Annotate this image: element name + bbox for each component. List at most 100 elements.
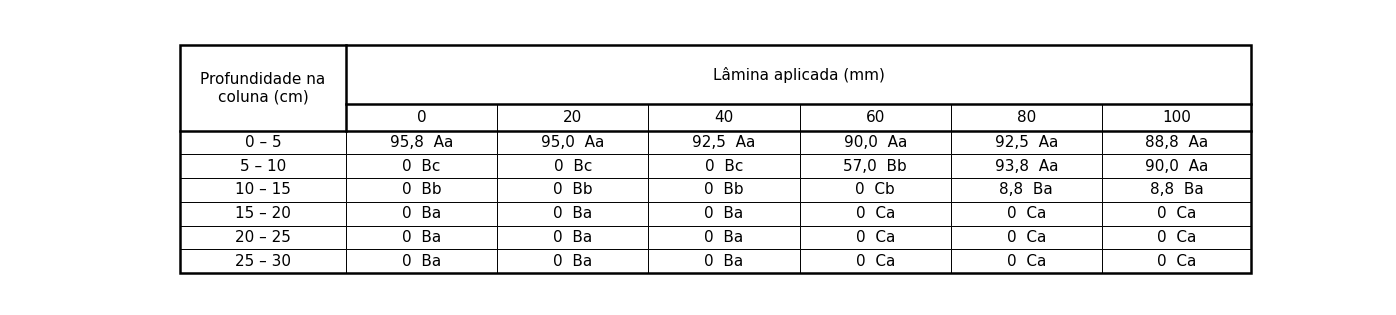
Text: 0  Ca: 0 Ca (856, 230, 895, 245)
Bar (180, 131, 346, 154)
Bar (180, 226, 346, 249)
Text: 95,8  Aa: 95,8 Aa (389, 135, 454, 150)
Bar (648, 202, 800, 226)
Bar (951, 202, 1101, 226)
Text: 0: 0 (417, 110, 427, 125)
Bar (951, 226, 1101, 249)
Text: 20 – 25: 20 – 25 (235, 230, 290, 245)
Bar (648, 226, 800, 249)
Text: 0  Cb: 0 Cb (856, 182, 895, 198)
Text: 88,8  Aa: 88,8 Aa (1145, 135, 1208, 150)
Bar (346, 45, 1251, 104)
Text: 92,5  Aa: 92,5 Aa (995, 135, 1058, 150)
Bar (180, 249, 346, 273)
Bar (648, 104, 800, 131)
Bar (497, 249, 648, 273)
Text: 0  Bb: 0 Bb (402, 182, 441, 198)
Text: 60: 60 (866, 110, 885, 125)
Bar (497, 202, 648, 226)
Bar (1101, 154, 1251, 178)
Bar (1101, 104, 1251, 131)
Text: 0  Ba: 0 Ba (705, 206, 744, 221)
Bar (951, 104, 1101, 131)
Bar (180, 45, 346, 131)
Bar (497, 178, 648, 202)
Text: 10 – 15: 10 – 15 (235, 182, 290, 198)
Bar (800, 131, 951, 154)
Text: 57,0  Bb: 57,0 Bb (843, 159, 907, 174)
Text: 90,0  Aa: 90,0 Aa (843, 135, 907, 150)
Bar (1101, 226, 1251, 249)
Bar (180, 178, 346, 202)
Bar (800, 178, 951, 202)
Bar (346, 202, 497, 226)
Text: 80: 80 (1016, 110, 1036, 125)
Bar (951, 154, 1101, 178)
Text: 0  Ca: 0 Ca (1007, 254, 1046, 269)
Bar (800, 226, 951, 249)
Text: 0  Ba: 0 Ba (402, 254, 441, 269)
Text: 8,8  Ba: 8,8 Ba (1149, 182, 1203, 198)
Bar (346, 131, 497, 154)
Bar (800, 202, 951, 226)
Bar (800, 249, 951, 273)
Text: 0  Bb: 0 Bb (553, 182, 593, 198)
Text: 0  Bc: 0 Bc (554, 159, 592, 174)
Text: 92,5  Aa: 92,5 Aa (692, 135, 755, 150)
Text: 0  Ca: 0 Ca (1157, 254, 1196, 269)
Text: Profundidade na
coluna (cm): Profundidade na coluna (cm) (201, 72, 325, 104)
Text: 0  Ba: 0 Ba (553, 206, 592, 221)
Bar (648, 249, 800, 273)
Bar (800, 104, 951, 131)
Text: 0  Ca: 0 Ca (1007, 230, 1046, 245)
Bar (648, 178, 800, 202)
Text: 0  Ca: 0 Ca (856, 254, 895, 269)
Text: 5 – 10: 5 – 10 (240, 159, 286, 174)
Text: 0  Ba: 0 Ba (402, 206, 441, 221)
Bar (1101, 202, 1251, 226)
Bar (648, 154, 800, 178)
Text: 0  Ca: 0 Ca (1157, 230, 1196, 245)
Bar (1101, 249, 1251, 273)
Text: 0  Ba: 0 Ba (553, 230, 592, 245)
Bar (497, 131, 648, 154)
Text: 0  Bc: 0 Bc (402, 159, 441, 174)
Bar (346, 178, 497, 202)
Bar (180, 202, 346, 226)
Text: 20: 20 (563, 110, 582, 125)
Text: Lâmina aplicada (mm): Lâmina aplicada (mm) (712, 67, 885, 83)
Text: 0 – 5: 0 – 5 (244, 135, 282, 150)
Text: 0  Ca: 0 Ca (1157, 206, 1196, 221)
Text: 0  Ba: 0 Ba (705, 254, 744, 269)
Text: 0  Ba: 0 Ba (553, 254, 592, 269)
Bar (497, 154, 648, 178)
Text: 8,8  Ba: 8,8 Ba (1000, 182, 1053, 198)
Text: 15 – 20: 15 – 20 (235, 206, 290, 221)
Text: 95,0  Aa: 95,0 Aa (542, 135, 604, 150)
Bar (951, 249, 1101, 273)
Text: 0  Bc: 0 Bc (705, 159, 743, 174)
Text: 25 – 30: 25 – 30 (235, 254, 290, 269)
Bar (951, 178, 1101, 202)
Text: 0  Ca: 0 Ca (856, 206, 895, 221)
Bar (180, 154, 346, 178)
Bar (648, 131, 800, 154)
Bar (497, 226, 648, 249)
Bar (1101, 131, 1251, 154)
Bar (951, 131, 1101, 154)
Text: 100: 100 (1161, 110, 1191, 125)
Text: 0  Ba: 0 Ba (402, 230, 441, 245)
Bar (346, 249, 497, 273)
Text: 90,0  Aa: 90,0 Aa (1145, 159, 1208, 174)
Bar (1101, 178, 1251, 202)
Text: 93,8  Aa: 93,8 Aa (994, 159, 1058, 174)
Bar (346, 154, 497, 178)
Bar (346, 104, 497, 131)
Text: 0  Bb: 0 Bb (704, 182, 744, 198)
Bar (346, 226, 497, 249)
Text: 40: 40 (715, 110, 734, 125)
Text: 0  Ca: 0 Ca (1007, 206, 1046, 221)
Text: 0  Ba: 0 Ba (705, 230, 744, 245)
Bar (800, 154, 951, 178)
Bar (497, 104, 648, 131)
